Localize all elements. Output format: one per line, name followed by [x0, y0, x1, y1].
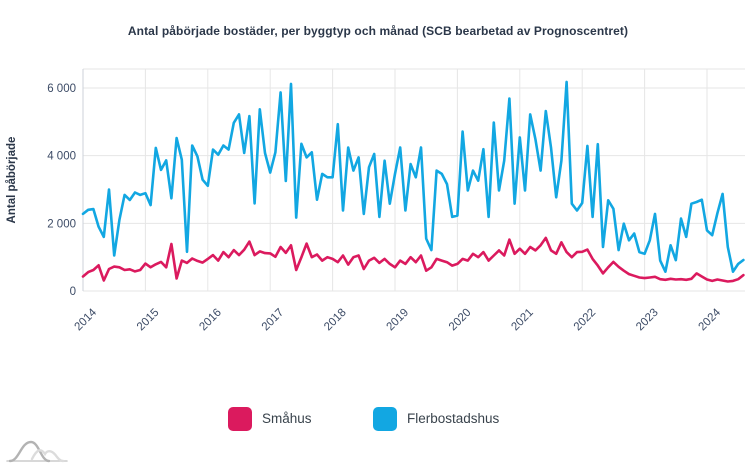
- x-tick-label: 2018: [322, 307, 349, 334]
- legend-label-smahus: Småhus: [262, 411, 312, 426]
- x-tick-label: 2021: [509, 307, 536, 334]
- y-tick-label: 6 000: [47, 83, 76, 95]
- chart-canvas[interactable]: 0 2 000 4 000 6 000 2014 2015 2016 2017 2018 2019…: [0, 0, 756, 345]
- x-tick-label: 2020: [447, 307, 474, 334]
- y-tick-label: 2 000: [47, 218, 76, 230]
- series-line-smahus: [81, 236, 745, 283]
- x-tick-label: 2015: [135, 307, 162, 334]
- series-line-flerbostadshus: [81, 80, 745, 274]
- y-tick-label: 0: [70, 286, 76, 298]
- y-tick-label: 4 000: [47, 151, 76, 163]
- x-tick-label: 2016: [197, 307, 224, 334]
- legend-label-flerbostadshus: Flerbostadshus: [407, 411, 500, 426]
- x-tick-label: 2017: [260, 307, 287, 334]
- x-tick-label: 2024: [697, 306, 724, 333]
- chart-title: Antal påbörjade bostäder, per byggtyp oc…: [127, 24, 629, 38]
- legend-swatch-flerbostadshus: [373, 406, 397, 431]
- x-tick-label: 2019: [385, 307, 412, 334]
- legend-item-smahus[interactable]: Småhus: [228, 406, 312, 431]
- x-tick-label: 2023: [634, 307, 661, 334]
- x-tick-label: 2014: [73, 306, 100, 333]
- legend-swatch-smahus: [228, 406, 252, 431]
- hills-logo-icon: [6, 440, 68, 463]
- legend-item-flerbostadshus[interactable]: Flerbostadshus: [373, 406, 499, 431]
- x-tick-label: 2022: [572, 307, 599, 334]
